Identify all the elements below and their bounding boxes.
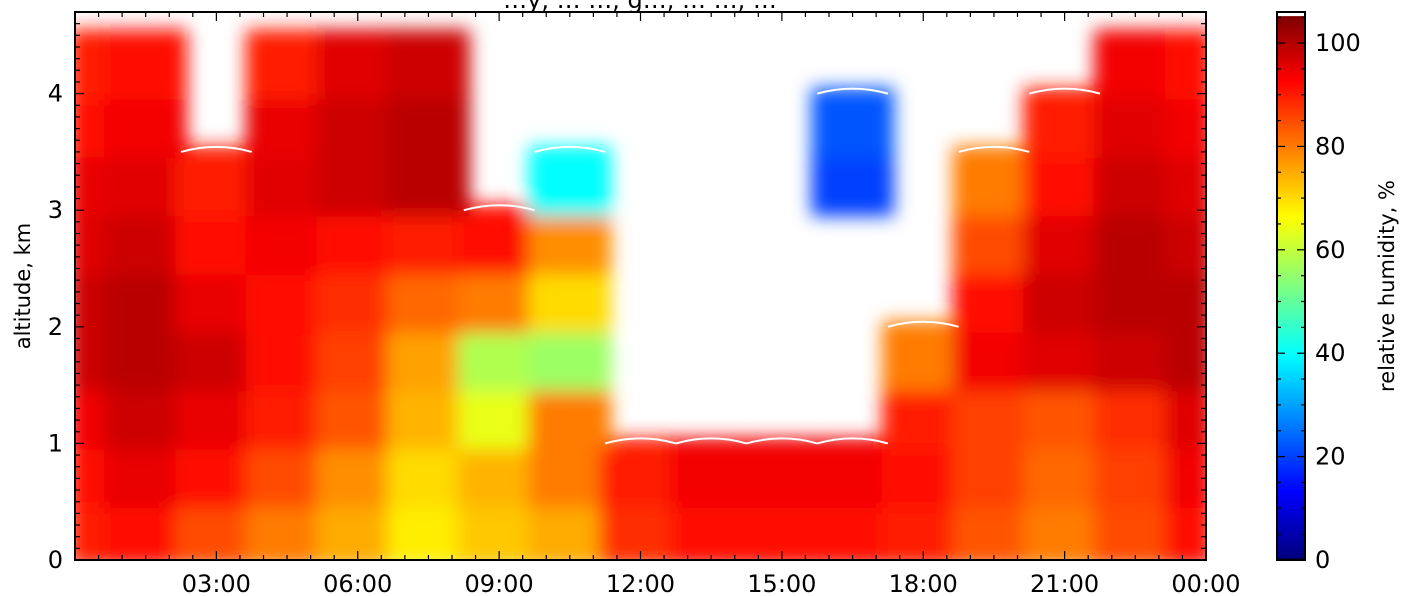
- y-tick-label: 1: [48, 429, 63, 457]
- y-axis-title: altitude, km: [11, 223, 35, 350]
- colorbar: [1276, 11, 1306, 561]
- y-tick-label: 2: [48, 313, 63, 341]
- x-tick-label: 06:00: [323, 570, 392, 596]
- heatmap-cell: [811, 87, 894, 158]
- heatmap-cell: [669, 437, 753, 508]
- y-axis: 0 1 2 3 4: [48, 11, 1206, 574]
- contour-line: [1029, 87, 1101, 95]
- contour-line: [816, 437, 889, 445]
- x-axis: 03:00 06:00 09:00 12:00 15:00 18:00 21:00 00:00: [74, 12, 1241, 596]
- heatmap-cell: [457, 204, 541, 275]
- colorbar-tick-label: 60: [1315, 236, 1346, 264]
- heatmap-cell: [1093, 29, 1177, 100]
- heatmap-cell: [175, 145, 258, 217]
- heatmap-cell: [104, 29, 188, 100]
- y-tick-label: 4: [48, 80, 63, 108]
- heatmap-cell: [528, 145, 612, 217]
- contour-line: [534, 145, 606, 153]
- heatmap-cell: [1164, 29, 1206, 100]
- heatmap-cell: [811, 437, 894, 508]
- y-tick-label: 3: [48, 196, 63, 224]
- heatmap-cell: [599, 437, 682, 508]
- contour-line: [816, 87, 889, 95]
- colorbar-tick-label: 80: [1315, 132, 1346, 160]
- contour-line: [463, 204, 535, 212]
- heatmap-cell: [316, 29, 400, 100]
- heatmap-cell: [387, 29, 470, 100]
- colorbar-title: relative humidity, %: [1375, 180, 1399, 392]
- heatmap-cells: [75, 29, 1206, 560]
- contour-line: [180, 145, 252, 153]
- contour-line: [887, 320, 959, 328]
- heatmap-cell: [952, 145, 1036, 217]
- contour-line: [746, 437, 818, 445]
- x-tick-label: 21:00: [1030, 570, 1099, 596]
- contour-line: [675, 437, 747, 445]
- x-tick-label: 00:00: [1171, 570, 1240, 596]
- contour-line: [958, 145, 1030, 153]
- x-tick-label: 15:00: [747, 570, 816, 596]
- contour-line: [604, 437, 677, 445]
- contour-lines: [180, 87, 1101, 445]
- heatmap-cell: [881, 320, 965, 392]
- heatmap-cell: [245, 29, 329, 100]
- chart-title: …y, … …, g…, … …, …: [503, 0, 777, 14]
- x-tick-label: 09:00: [465, 570, 534, 596]
- heatmap-cell: [740, 437, 824, 508]
- colorbar-tick-label: 20: [1315, 443, 1346, 471]
- colorbar-tick-label: 40: [1315, 339, 1346, 367]
- y-tick-label: 0: [48, 546, 63, 574]
- heatmap-cell: [1023, 87, 1106, 158]
- x-tick-label: 18:00: [889, 570, 958, 596]
- colorbar-tick-label: 100: [1315, 29, 1361, 57]
- x-tick-label: 03:00: [182, 570, 251, 596]
- colorbar-axis: 0 20 40 60 80 100: [1277, 16, 1361, 574]
- colorbar-tick-label: 0: [1315, 546, 1330, 574]
- x-tick-label: 12:00: [606, 570, 675, 596]
